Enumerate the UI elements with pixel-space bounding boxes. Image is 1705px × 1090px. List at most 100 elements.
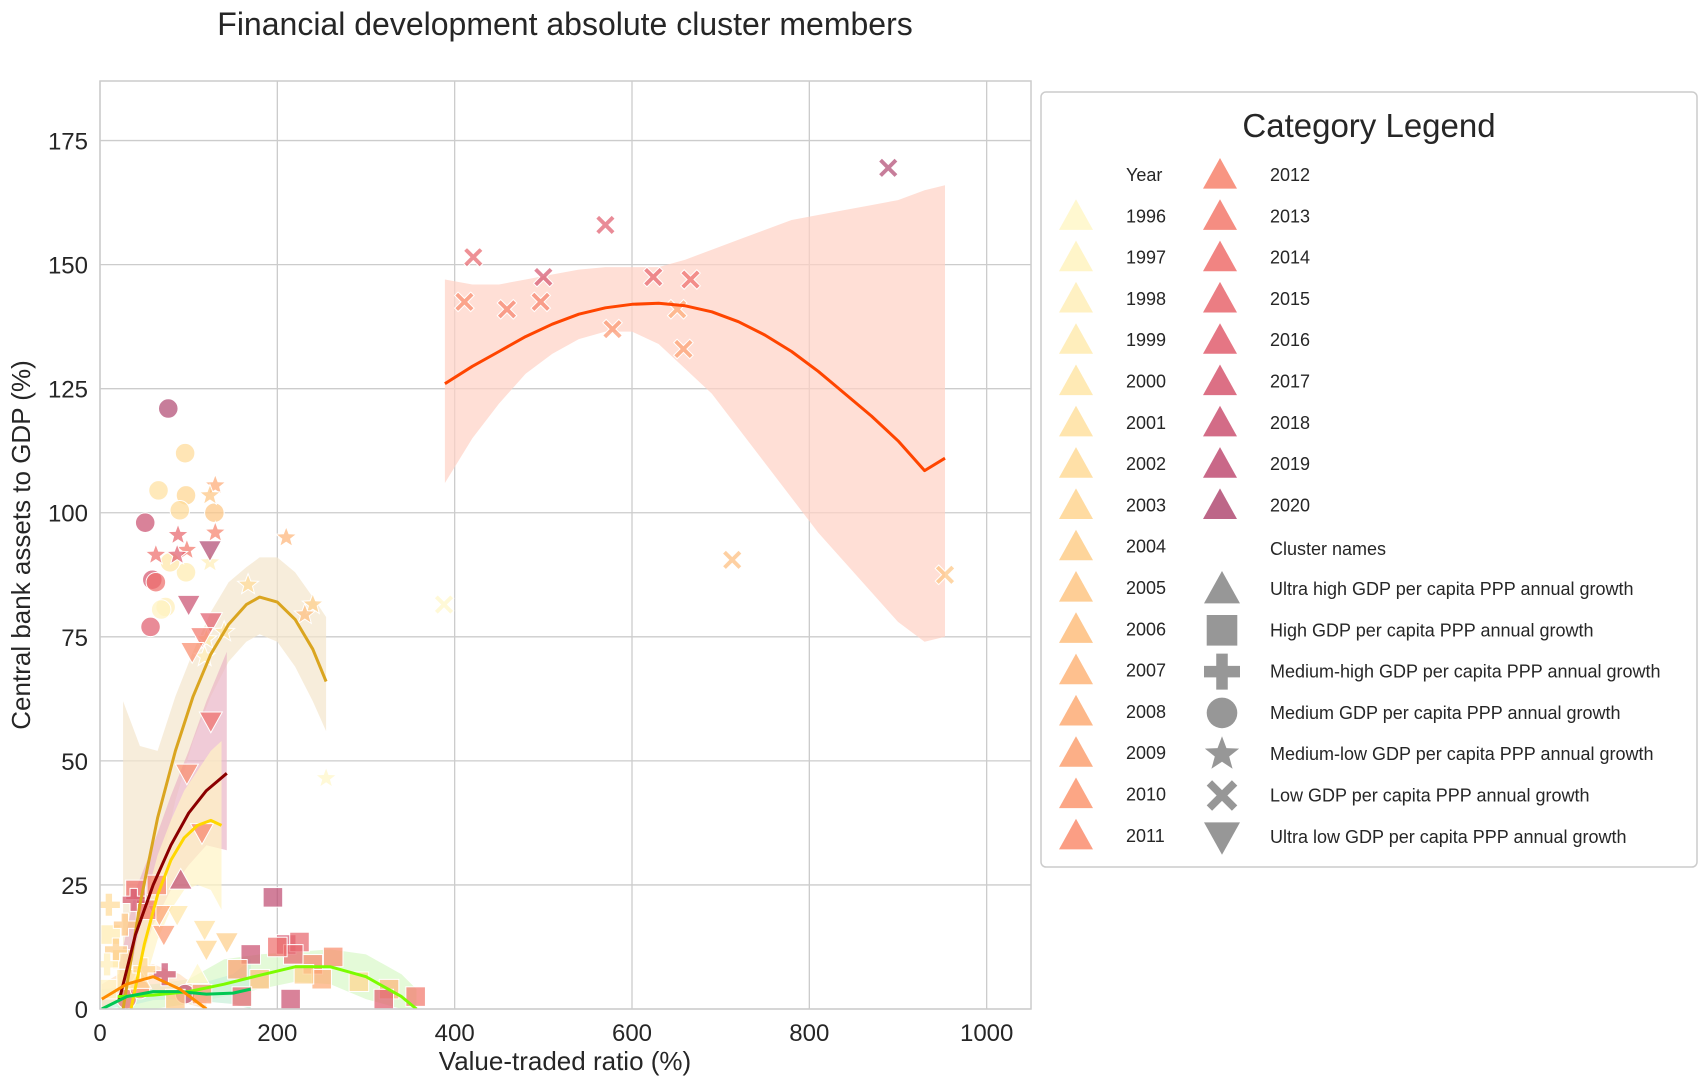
legend-year-marker bbox=[1203, 364, 1237, 396]
legend-year-label: 2003 bbox=[1126, 495, 1166, 515]
legend-year-label: 2004 bbox=[1126, 537, 1166, 557]
data-point bbox=[166, 522, 190, 546]
legend-year-label: 2009 bbox=[1126, 743, 1166, 763]
data-point bbox=[227, 959, 248, 980]
data-point bbox=[322, 946, 344, 968]
legend-year-label: 2013 bbox=[1270, 206, 1310, 226]
data-point bbox=[150, 599, 172, 620]
legend-year-marker bbox=[1203, 240, 1237, 272]
legend-cluster-label: Medium-low GDP per capita PPP annual gro… bbox=[1270, 744, 1654, 764]
data-point bbox=[203, 473, 228, 496]
legend-year-marker bbox=[1203, 405, 1237, 437]
data-point bbox=[300, 592, 325, 615]
data-point bbox=[100, 952, 120, 977]
x-tick-label: 400 bbox=[435, 1020, 475, 1047]
data-point bbox=[169, 499, 191, 521]
data-point bbox=[189, 627, 215, 650]
legend-cluster-marker bbox=[1206, 697, 1238, 729]
data-point bbox=[164, 905, 190, 928]
y-tick-label: 150 bbox=[48, 253, 88, 280]
legend-year-label: 2005 bbox=[1126, 578, 1166, 598]
legend-cluster-marker bbox=[1204, 571, 1240, 604]
data-point bbox=[198, 482, 222, 506]
plot-frame bbox=[99, 80, 1032, 1010]
data-point bbox=[602, 318, 623, 340]
legend-cluster-marker bbox=[1206, 780, 1238, 811]
legend-year-marker bbox=[1203, 281, 1237, 313]
legend-year-marker bbox=[1203, 488, 1237, 519]
legend-year-label: 2016 bbox=[1270, 330, 1310, 350]
data-point bbox=[496, 298, 518, 320]
legend-year-label: 1999 bbox=[1126, 330, 1166, 350]
x-tick-label: 200 bbox=[257, 1020, 297, 1047]
data-point bbox=[642, 266, 664, 288]
legend-year-marker bbox=[1059, 281, 1093, 313]
data-point bbox=[198, 711, 224, 734]
data-point bbox=[194, 939, 219, 962]
data-point bbox=[198, 612, 224, 635]
y-tick-label: 175 bbox=[48, 129, 88, 156]
data-point bbox=[373, 988, 395, 1009]
legend-year-label: 2006 bbox=[1126, 619, 1166, 639]
legend-year-label: 2015 bbox=[1270, 289, 1310, 309]
data-point bbox=[174, 442, 196, 464]
legend-year-marker bbox=[1203, 447, 1237, 478]
data-point bbox=[462, 246, 484, 268]
legend-year-marker bbox=[1059, 323, 1093, 354]
data-point bbox=[197, 540, 223, 563]
legend-cluster-marker bbox=[1204, 736, 1240, 769]
fit-line bbox=[121, 595, 328, 1009]
data-point bbox=[192, 919, 217, 943]
legend-year-marker bbox=[1059, 447, 1093, 478]
legend-year-marker bbox=[1059, 571, 1093, 602]
legend-year-label: 2001 bbox=[1126, 413, 1166, 433]
data-point bbox=[112, 912, 137, 937]
legend-title: Category Legend bbox=[1242, 107, 1495, 144]
y-tick-label: 25 bbox=[61, 873, 88, 900]
fit-line bbox=[101, 975, 208, 1009]
data-point bbox=[721, 549, 743, 571]
legend-year-marker bbox=[1059, 653, 1093, 685]
axis-ticks: 0 200 400 600 800 1000 0 25 50 75 100 125 150 175 bbox=[48, 129, 1013, 1047]
data-point bbox=[293, 963, 315, 985]
confidence-band bbox=[444, 185, 945, 642]
data-point bbox=[103, 937, 128, 962]
legend-year-label: 2019 bbox=[1270, 454, 1310, 474]
legend-year-label: 2012 bbox=[1270, 165, 1310, 185]
data-point bbox=[311, 968, 332, 990]
legend-year-label: 2007 bbox=[1126, 661, 1166, 681]
fit-line bbox=[118, 772, 228, 1000]
y-tick-label: 100 bbox=[48, 501, 88, 528]
data-point bbox=[236, 572, 260, 595]
data-point bbox=[185, 961, 210, 984]
legend-items: 1996 1997 1998 1999 2000 2001 2002 2003 2004 2005… bbox=[1059, 158, 1661, 855]
legend-cluster-label: Ultra low GDP per capita PPP annual grow… bbox=[1270, 827, 1627, 847]
fit-line bbox=[101, 987, 252, 1009]
data-point bbox=[274, 525, 299, 548]
data-point bbox=[157, 398, 179, 419]
data-point bbox=[174, 763, 200, 786]
data-point bbox=[214, 932, 240, 955]
legend-cluster-label: Medium-high GDP per capita PPP annual gr… bbox=[1270, 662, 1661, 682]
legend-year-marker bbox=[1059, 694, 1093, 726]
legend-year-marker bbox=[1059, 240, 1093, 272]
legend-cluster-label: Medium GDP per capita PPP annual growth bbox=[1270, 703, 1621, 723]
data-point bbox=[144, 542, 168, 565]
fit-line bbox=[117, 965, 418, 1009]
y-tick-label: 50 bbox=[61, 749, 88, 776]
data-point bbox=[433, 594, 455, 616]
data-point bbox=[175, 562, 197, 583]
data-point bbox=[140, 616, 161, 638]
data-point bbox=[145, 571, 167, 593]
data-point bbox=[594, 214, 616, 236]
legend-cluster-marker bbox=[1204, 822, 1240, 855]
data-point bbox=[148, 480, 169, 501]
x-tick-label: 0 bbox=[93, 1020, 106, 1047]
fit-line bbox=[129, 818, 223, 1009]
legend-year-marker bbox=[1059, 199, 1093, 230]
data-point bbox=[176, 594, 202, 618]
legend-year-label: 1997 bbox=[1126, 248, 1166, 268]
y-tick-label: 125 bbox=[48, 377, 88, 404]
